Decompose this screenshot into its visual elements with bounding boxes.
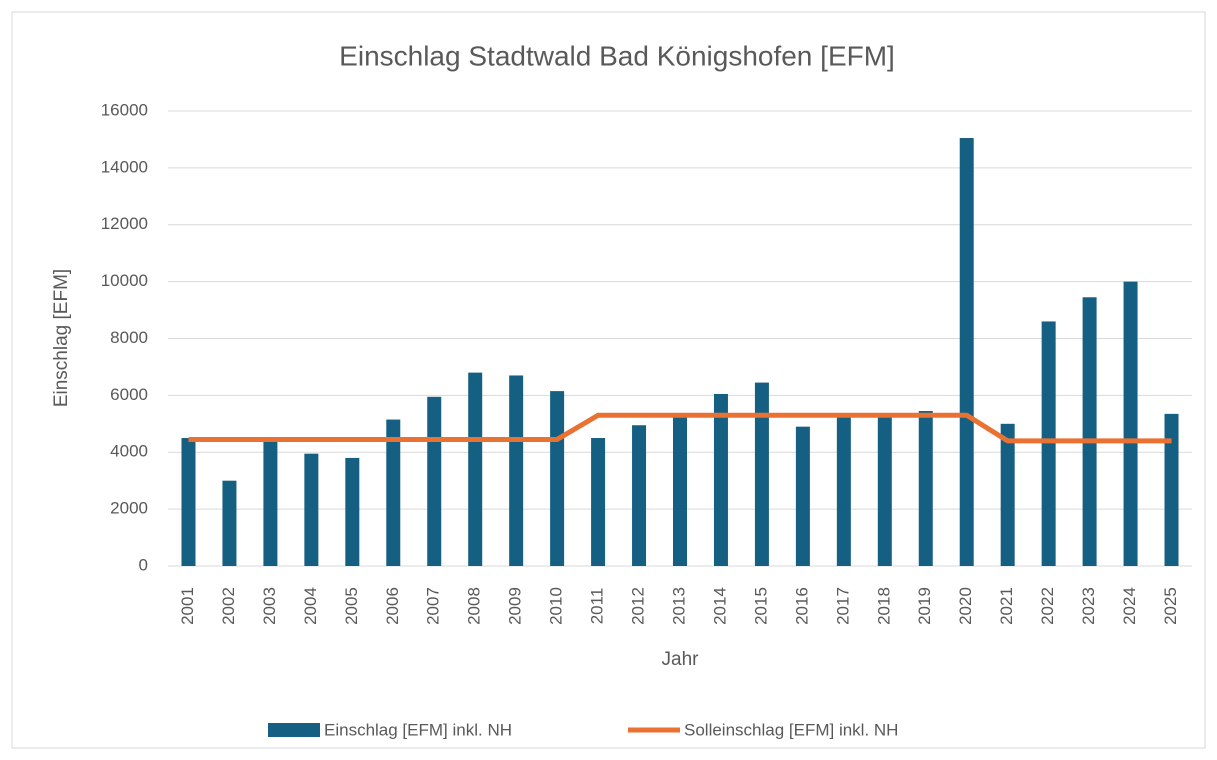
x-tick-label: 2003 [260,587,279,625]
bar [427,396,442,566]
x-tick-label: 2013 [669,587,688,625]
bar [1082,297,1097,566]
x-tick-label: 2004 [301,587,320,625]
x-tick-label: 2008 [465,587,484,625]
bar [1000,423,1015,566]
y-tick-label: 4000 [110,442,148,461]
bar [632,425,647,566]
x-tick-label: 2009 [506,587,525,625]
bar [181,438,196,566]
bar [509,375,524,566]
legend-label: Solleinschlag [EFM] inkl. NH [684,720,898,739]
y-tick-label: 0 [139,555,148,574]
bar [591,438,606,566]
x-tick-label: 2012 [629,587,648,625]
x-tick-label: 2017 [833,587,852,625]
x-tick-label: 2019 [915,587,934,625]
x-tick-label: 2002 [219,587,238,625]
bar [468,372,483,566]
bar [222,480,237,566]
x-tick-label: 2018 [874,587,893,625]
bar [836,413,851,566]
bar [1164,413,1179,566]
chart-frame [11,11,1206,749]
x-tick-label: 2011 [588,588,607,625]
x-tick-label: 2025 [1161,587,1180,625]
x-tick-label: 2015 [751,587,770,625]
bar [345,457,360,566]
line [188,412,1172,444]
x-tick-label: 2024 [1120,587,1139,625]
y-tick-label: 16000 [101,100,148,119]
x-tick-label: 2010 [547,587,566,625]
bar [918,411,933,566]
x-tick-label: 2006 [383,587,402,625]
legend-swatch [268,723,320,737]
y-tick-label: 14000 [101,157,148,176]
y-axis-title: Einschlag [EFM] [51,269,72,407]
chart-title: Einschlag Stadtwald Bad Königshofen [EFM… [339,40,895,71]
bar [959,138,974,566]
y-tick-label: 12000 [101,214,148,233]
y-tick-label: 6000 [110,385,148,404]
y-tick-label: 8000 [110,328,148,347]
x-tick-label: 2021 [997,587,1016,625]
x-tick-label: 2014 [710,587,729,625]
x-tick-label: 2022 [1038,587,1057,625]
y-tick-label: 2000 [110,499,148,518]
y-tick-label: 10000 [101,271,148,290]
x-tick-label: 2007 [424,587,443,625]
bar [877,415,892,566]
bar [754,382,769,566]
bar [1123,281,1138,566]
x-tick-label: 2005 [342,587,361,625]
x-tick-label: 2001 [178,587,197,625]
x-tick-label: 2020 [956,587,975,625]
bar [713,393,728,566]
bar [795,426,810,566]
bar [386,419,401,566]
bar [304,453,319,566]
x-tick-label: 2016 [792,587,811,625]
x-axis-title: Jahr [662,649,700,670]
legend-label: Einschlag [EFM] inkl. NH [324,720,512,739]
bar [550,391,565,566]
bar [673,415,687,566]
bar [263,440,278,566]
x-tick-label: 2023 [1079,587,1098,625]
bar [1041,321,1056,566]
